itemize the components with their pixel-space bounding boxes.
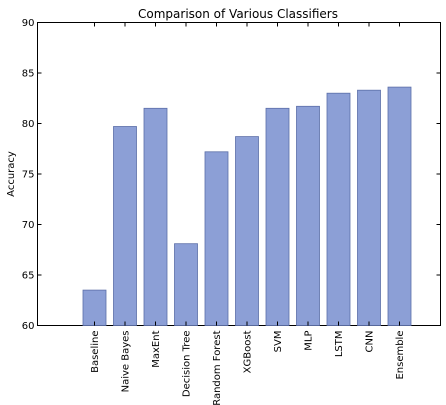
y-ticks: 60 65 70 75 80 85 90 (22, 18, 441, 332)
x-tick-label: XGBoost (243, 330, 254, 373)
bar-baseline (82, 289, 107, 326)
y-tick-label: 85 (22, 69, 35, 80)
x-tick-label: MaxEnt (151, 330, 162, 367)
y-tick-label: 70 (22, 220, 35, 231)
bar-naive-bayes (113, 126, 137, 326)
bar-lstm (326, 92, 351, 326)
y-tick-label: 80 (22, 119, 35, 130)
x-ticks: Baseline Naive Bayes MaxEnt Decision Tree Ra… (90, 22, 406, 405)
x-tick-label: Decision Tree (182, 331, 193, 398)
y-tick-label: 60 (22, 321, 35, 332)
x-tick-label: CNN (365, 331, 376, 353)
y-tick-label: 65 (22, 271, 35, 282)
y-axis-label: Accuracy (6, 151, 17, 197)
x-tick-label: Ensemble (395, 331, 406, 380)
y-tick-label: 90 (22, 18, 35, 29)
bar-mlp (296, 105, 320, 326)
plot-area: 60 65 70 75 80 85 90 Baseline Naive Bayes MaxEnt… (22, 18, 441, 405)
x-tick-label: MLP (304, 331, 315, 351)
chart-title: Comparison of Various Classifiers (138, 7, 338, 21)
x-tick-label: LSTM (334, 331, 345, 358)
bar-ensemble (387, 86, 412, 326)
y-tick-label: 75 (22, 170, 35, 181)
bar-cnn (357, 89, 381, 326)
x-tick-label: Naive Bayes (121, 331, 132, 393)
bar-maxent (143, 107, 168, 326)
bars (82, 86, 412, 326)
bar-svm (265, 107, 290, 326)
x-tick-label: SVM (273, 331, 284, 353)
bar-xgboost (235, 136, 259, 326)
x-tick-label: Random Forest (212, 330, 223, 405)
x-tick-label: Baseline (90, 331, 101, 373)
bar-random-forest (204, 151, 229, 326)
bar-decision-tree (174, 243, 198, 326)
